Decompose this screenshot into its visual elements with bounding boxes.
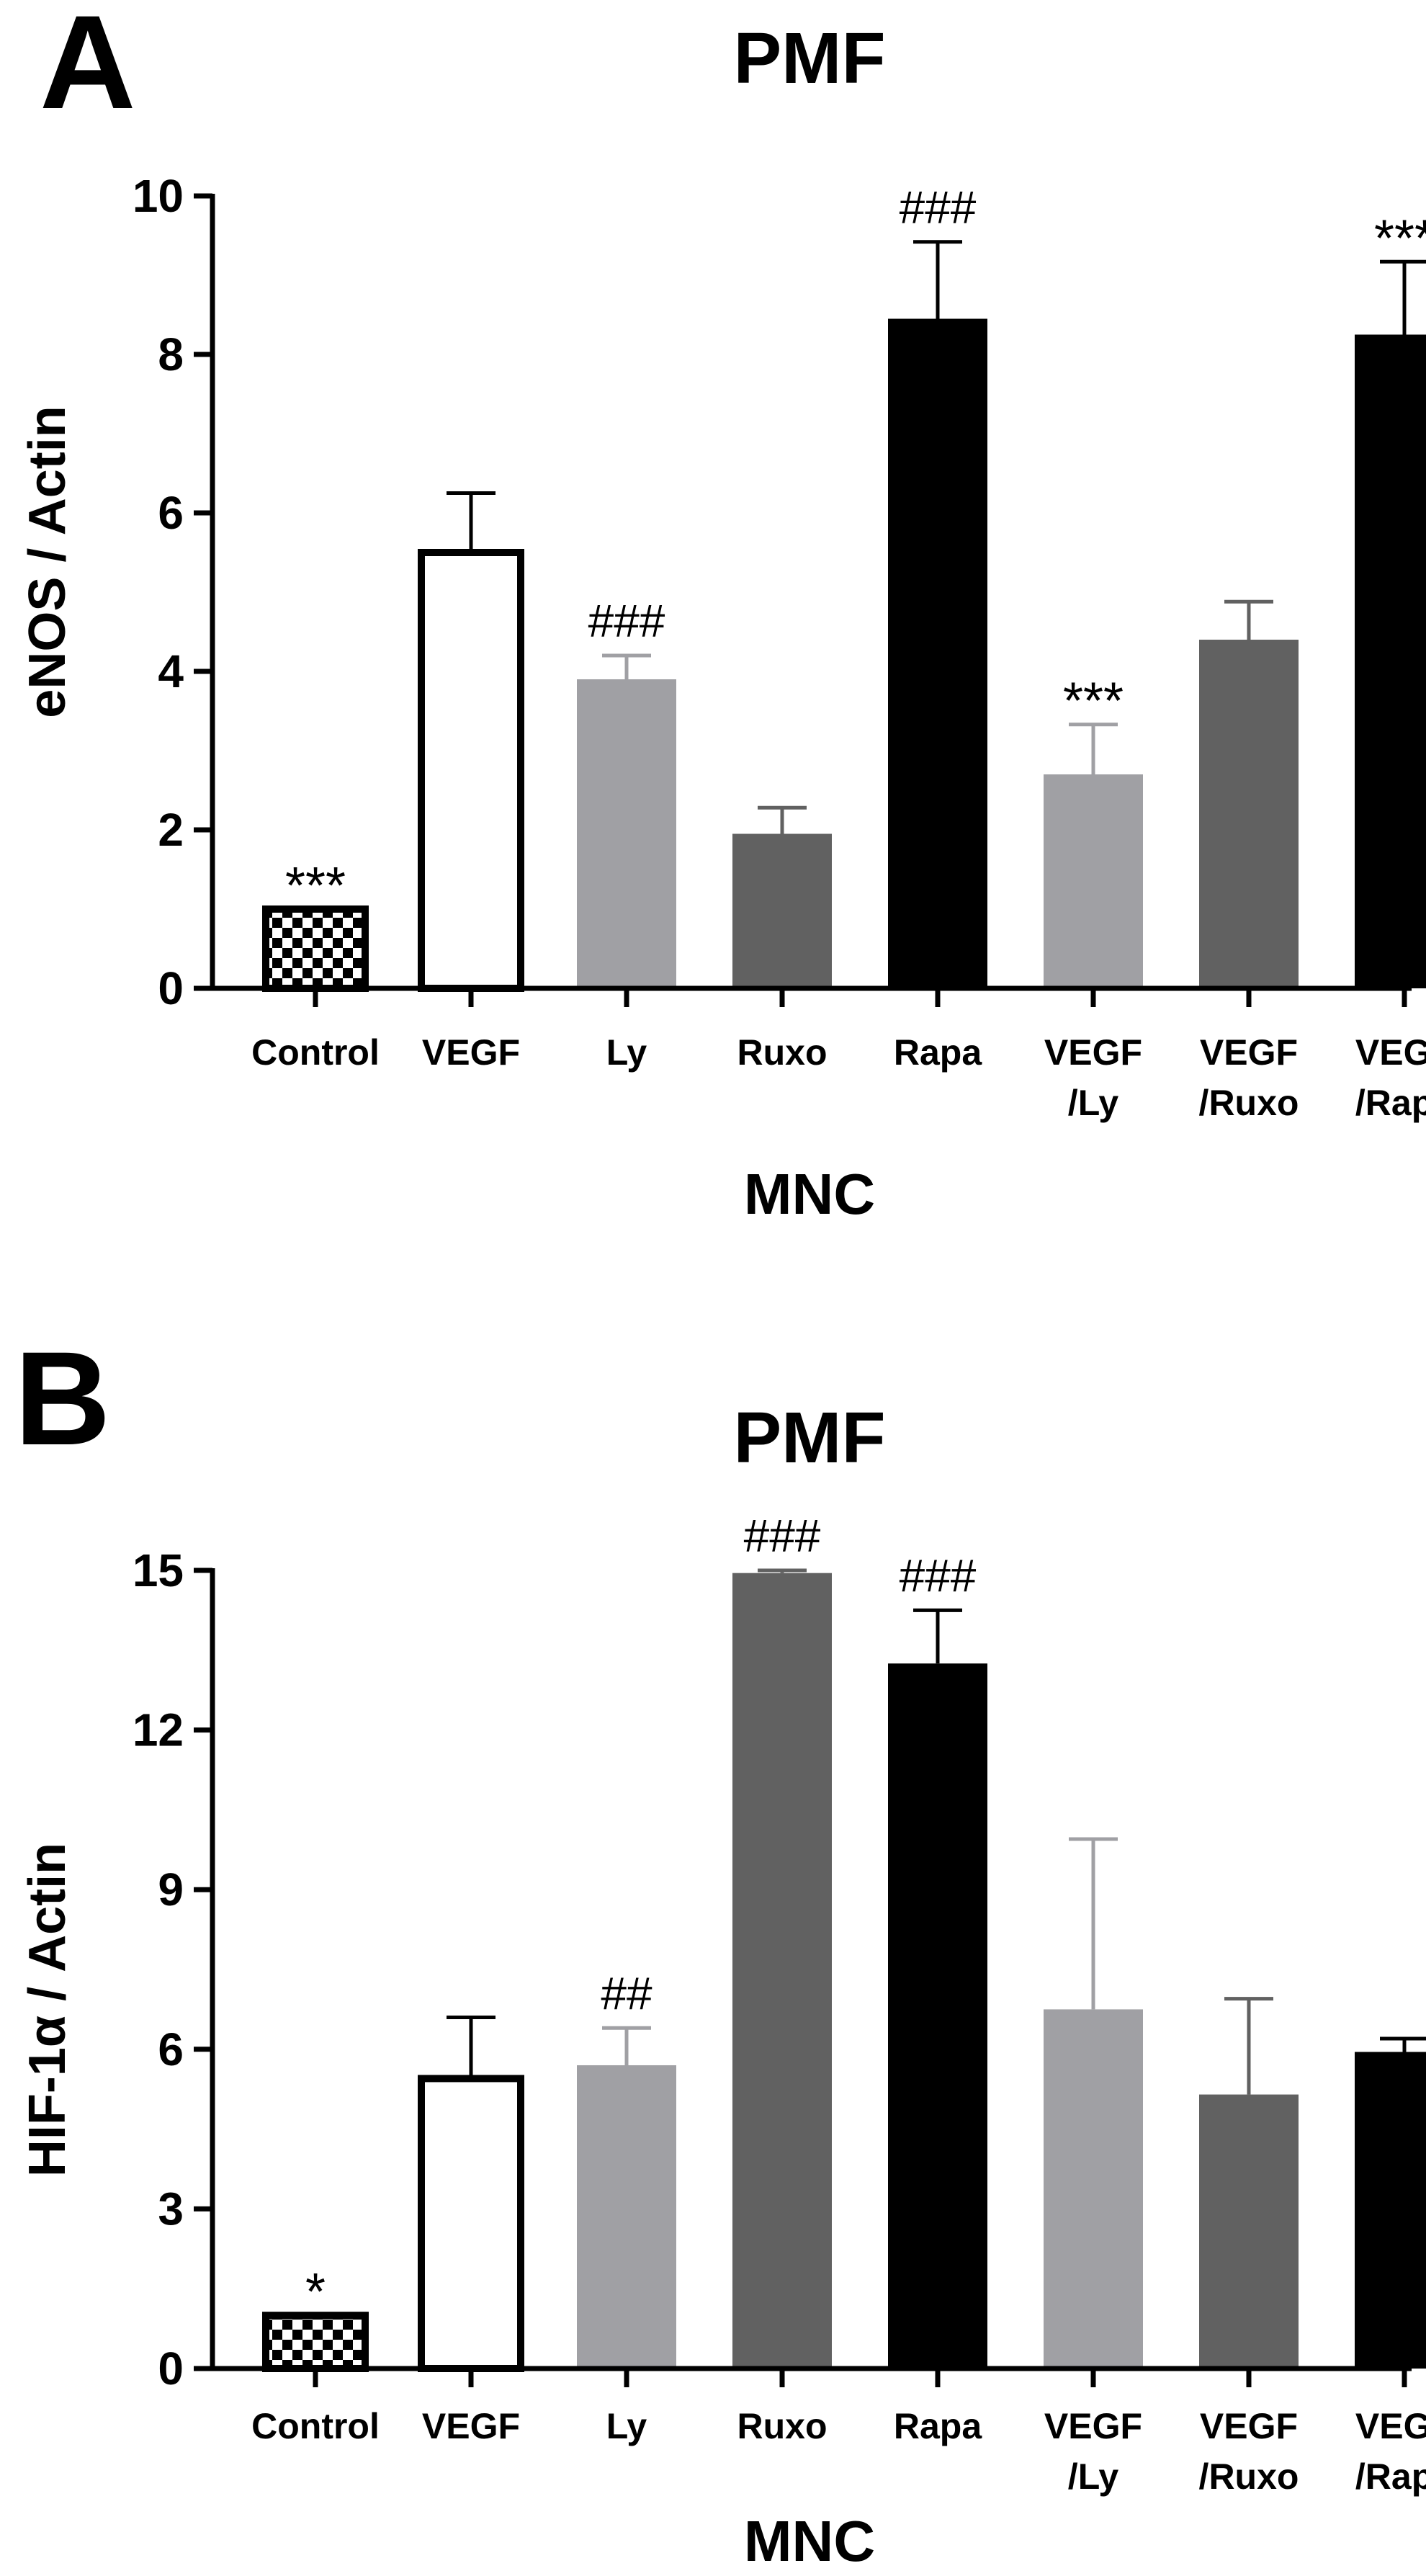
panel-b-x-tick-label-1: VEGF	[422, 2406, 520, 2446]
panel-b-bar-7	[1355, 2052, 1426, 2369]
panel-a-bar-7	[1355, 334, 1426, 988]
panel-a-x-axis-label: MNC	[744, 1162, 875, 1226]
panel-a-bar-6	[1199, 640, 1299, 988]
panel-a-bar-4	[888, 318, 987, 988]
panel-a-x-tick-label-6-line-1: /Ruxo	[1199, 1083, 1299, 1123]
panel-b-x-tick-label-5: VEGF	[1044, 2406, 1142, 2446]
panel-a-x-tick-label-6: VEGF	[1200, 1032, 1298, 1073]
panel-b-bar-5	[1044, 2009, 1143, 2369]
panel-a-y-tick-label-1: 2	[158, 804, 184, 856]
panel-a-bar-5	[1044, 774, 1143, 988]
panel-a-x-tick-label-7: VEGF	[1355, 1032, 1426, 1073]
panel-b-x-tick-label-2: Ly	[606, 2406, 647, 2446]
panel-a-x-tick-label-0: Control	[251, 1032, 380, 1073]
panel-a-annotation-5: ***	[1063, 673, 1124, 730]
panel-a-y-tick-label-2: 4	[158, 645, 184, 697]
panel-b-chart: B PMF HIF-1α / Actin MNC *########036912…	[14, 1325, 1426, 2573]
panel-b-x-tick-label-4: Rapa	[894, 2406, 982, 2446]
panel-a-x-tick-label-3: Ruxo	[737, 1032, 828, 1073]
panel-a-bar-2	[577, 679, 676, 988]
panel-a-y-axis-label: eNOS / Actin	[19, 406, 76, 717]
panel-b-bar-6	[1199, 2094, 1299, 2369]
panel-a-annotation-4: ###	[900, 182, 977, 233]
panel-b-annotation-0: *	[305, 2263, 326, 2321]
panel-b-letter: B	[14, 1325, 111, 1473]
panel-a-bar-1	[418, 549, 524, 992]
panel-b-y-tick-label-5: 15	[133, 1544, 184, 1596]
panel-a-plot-area: *** ### ### *** *** 0 2 4 6 8 10 Control VEGF Ly Ruxo R…	[133, 170, 1426, 1123]
panel-a-title: PMF	[733, 18, 885, 99]
panel-b-annotation-4: ###	[900, 1549, 977, 1601]
panel-b-x-tick-label-7-line-1: /Rapa	[1355, 2456, 1426, 2497]
panel-b-y-tick-label-0: 0	[158, 2343, 184, 2394]
panel-a-x-tick-label-5: VEGF	[1044, 1032, 1142, 1073]
panel-b-y-tick-label-2: 6	[158, 2023, 184, 2075]
panel-b-bar-0	[262, 2312, 369, 2372]
panel-a-annotation-7: ***	[1374, 210, 1426, 267]
panel-b-y-axis-label: HIF-1α / Actin	[19, 1843, 76, 2177]
panel-a-x-tick-label-1: VEGF	[422, 1032, 520, 1073]
panel-b-x-tick-label-0: Control	[251, 2406, 380, 2446]
panel-a-y-tick-label-4: 8	[158, 328, 184, 380]
panel-a-x-tick-label-4: Rapa	[894, 1032, 982, 1073]
panel-b-bar-4	[888, 1663, 987, 2369]
panel-b-bar-2	[577, 2065, 676, 2369]
panel-b-bar-1	[418, 2075, 524, 2373]
panel-a-bar-3	[732, 833, 832, 988]
panel-b-annotation-3: ###	[744, 1510, 821, 1562]
panel-a-x-tick-label-5-line-1: /Ly	[1068, 1083, 1119, 1123]
panel-b-x-tick-label-6-line-1: /Ruxo	[1199, 2456, 1299, 2497]
panel-b-y-tick-label-1: 3	[158, 2183, 184, 2235]
panel-a-bar-0	[262, 905, 369, 992]
panel-a-y-tick-label-5: 10	[133, 170, 184, 222]
panel-b-x-tick-label-6: VEGF	[1200, 2406, 1298, 2446]
panel-a-x-tick-label-7-line-1: /Rapa	[1355, 1083, 1426, 1123]
panel-b-title: PMF	[733, 1397, 885, 1478]
panel-a-annotation-0: ***	[285, 857, 346, 915]
panel-a-chart: A PMF eNOS / Actin MNC *** ### ### *** *** 0 2…	[19, 0, 1426, 1226]
panel-a-y-tick-label-0: 0	[158, 962, 184, 1014]
panel-b-x-tick-label-3: Ruxo	[737, 2406, 828, 2446]
panel-b-x-axis-label: MNC	[744, 2509, 875, 2573]
panel-a-letter: A	[40, 0, 136, 137]
panel-b-bar-3	[732, 1573, 832, 2369]
panel-a-y-tick-label-3: 6	[158, 487, 184, 539]
panel-b-y-tick-label-3: 9	[158, 1864, 184, 1915]
panel-b-x-tick-label-5-line-1: /Ly	[1068, 2456, 1119, 2497]
panel-b-x-tick-label-7: VEGF	[1355, 2406, 1426, 2446]
panel-a-annotation-2: ###	[588, 595, 665, 647]
panel-a-x-tick-label-2: Ly	[606, 1032, 647, 1073]
panel-b-y-tick-label-4: 12	[133, 1704, 184, 1756]
panel-b-annotation-2: ##	[601, 1967, 653, 2019]
